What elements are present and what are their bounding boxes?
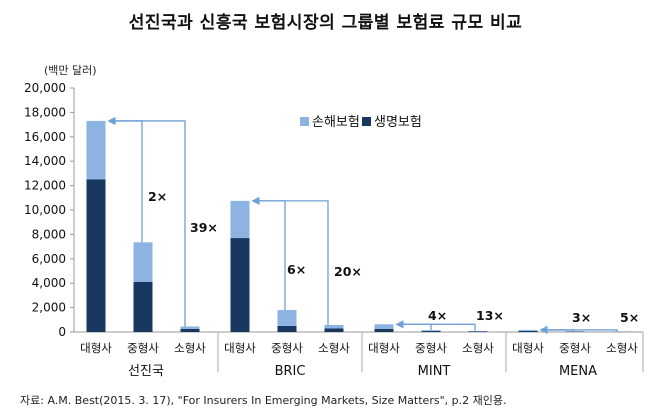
axes: 0 2,000 4,000 6,000 8,000 10,000 12,000 14,000 1…	[24, 81, 644, 379]
y-tick-label: 8,000	[32, 227, 66, 241]
ratio-annotation: 2×	[148, 189, 167, 204]
x-tick-label: 대형사	[224, 341, 256, 355]
x-tick-label: 대형사	[80, 341, 112, 355]
x-tick-label: 대형사	[368, 341, 400, 355]
bar-nonlife	[324, 324, 344, 329]
bar-life	[518, 331, 538, 332]
ratio-annotation: 3×	[572, 310, 591, 325]
group-label: MINT	[418, 364, 451, 379]
group-label: MENA	[559, 364, 597, 379]
ratio-annotation: 6×	[287, 262, 306, 277]
x-tick-label: 소형사	[606, 341, 638, 355]
unit-label: (백만 달러)	[44, 64, 97, 77]
comparison-arrow	[401, 323, 432, 331]
comparison-arrow	[401, 323, 476, 332]
bars	[86, 120, 632, 332]
arrows: 2× 39× 6× 20× 4× 13× 3× 5×	[107, 116, 639, 334]
x-tick-label: 소형사	[174, 341, 206, 355]
bar-nonlife	[374, 324, 394, 329]
y-tick-label: 18,000	[24, 105, 66, 119]
comparison-arrow	[545, 329, 618, 332]
comparison-arrow	[257, 200, 329, 325]
ratio-annotation: 13×	[476, 308, 504, 323]
group-label: BRIC	[275, 364, 306, 379]
comparison-arrow	[257, 200, 286, 311]
legend-swatch	[300, 117, 309, 126]
bar-life	[374, 328, 394, 332]
bar-nonlife	[277, 310, 297, 326]
x-tick-label: 중형사	[415, 341, 447, 355]
ratio-annotation: 39×	[190, 220, 218, 235]
bar-nonlife	[133, 242, 153, 282]
ratio-annotation: 4×	[428, 308, 447, 323]
y-tick-label: 4,000	[32, 276, 66, 290]
y-tick-label: 6,000	[32, 252, 66, 266]
bar-nonlife	[518, 329, 538, 332]
y-tick-label: 14,000	[24, 154, 66, 168]
bar-life	[277, 325, 297, 332]
group-label: 선진국	[128, 364, 164, 379]
x-tick-label: 중형사	[559, 341, 591, 355]
bar-life	[324, 328, 344, 332]
bar-nonlife	[421, 330, 441, 332]
legend: 손해보험 생명보험	[300, 115, 422, 130]
x-tick-label: 중형사	[271, 341, 303, 355]
bar-life	[180, 328, 200, 332]
bar-nonlife	[86, 120, 106, 180]
y-tick-label: 10,000	[24, 203, 66, 217]
x-tick-label: 대형사	[512, 341, 544, 355]
comparison-arrow	[113, 120, 143, 243]
arrow-head	[539, 325, 548, 334]
chart-title: 선진국과 신흥국 보험시장의 그룹별 보험료 규모 비교	[128, 13, 523, 33]
y-tick-label: 2,000	[32, 301, 66, 315]
x-tick-label: 소형사	[462, 341, 494, 355]
legend-label: 손해보험	[312, 115, 360, 130]
legend-label: 생명보험	[374, 115, 422, 130]
arrow-head	[395, 320, 404, 329]
legend-swatch	[362, 117, 371, 126]
bar-life	[133, 281, 153, 332]
x-tick-label: 중형사	[127, 341, 159, 355]
y-tick-label: 20,000	[24, 81, 66, 95]
bar-nonlife	[230, 200, 250, 239]
bar-life	[421, 331, 441, 332]
y-tick-label: 16,000	[24, 130, 66, 144]
comparison-arrow	[113, 120, 186, 327]
source-note: 자료: A.M. Best(2015. 3. 17), "For Insurer…	[20, 394, 507, 407]
bar-nonlife	[180, 326, 200, 329]
x-tick-label: 소형사	[318, 341, 350, 355]
bar-life	[230, 238, 250, 332]
ratio-annotation: 5×	[620, 310, 639, 325]
y-tick-label: 12,000	[24, 179, 66, 193]
ratio-annotation: 20×	[334, 264, 362, 279]
arrow-head	[107, 116, 116, 125]
arrow-head	[251, 196, 260, 205]
bar-life	[86, 179, 106, 332]
y-tick-label: 0	[58, 325, 66, 339]
